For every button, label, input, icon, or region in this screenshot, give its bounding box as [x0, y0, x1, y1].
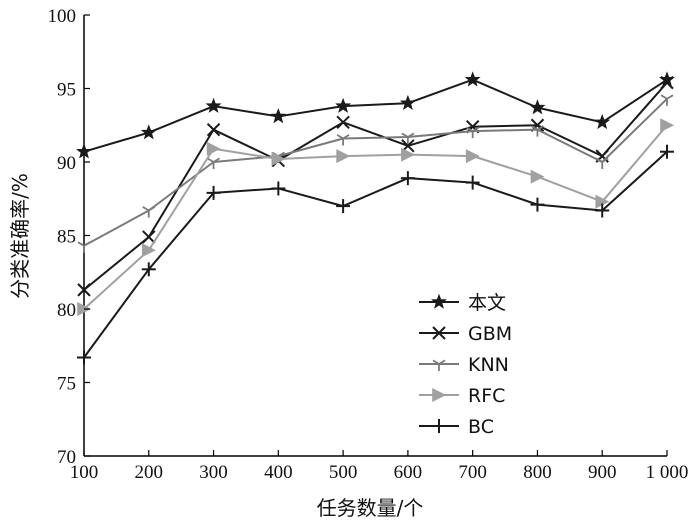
x-tick-label: 1 000	[646, 462, 689, 483]
data-point	[271, 181, 286, 196]
data-point	[142, 206, 156, 218]
data-point	[466, 126, 480, 139]
legend-marker	[432, 419, 446, 433]
data-point	[464, 71, 481, 87]
x-tick-label: 300	[199, 462, 228, 483]
data-point	[660, 75, 674, 90]
data-point	[529, 99, 546, 115]
data-point	[271, 152, 286, 167]
series-layer	[76, 71, 675, 365]
data-point	[530, 169, 545, 184]
data-point	[207, 157, 221, 169]
x-tick-label: 700	[458, 462, 487, 483]
data-point	[595, 203, 610, 218]
data-point	[205, 97, 222, 113]
data-point	[142, 230, 156, 244]
data-point	[206, 122, 221, 137]
data-point	[595, 157, 609, 169]
y-tick-label: 100	[48, 6, 77, 27]
y-tick-label: 90	[57, 153, 76, 174]
legend-marker	[431, 293, 447, 309]
data-point	[336, 149, 351, 164]
x-tick-label: 500	[329, 462, 358, 483]
data-point	[465, 149, 480, 164]
series-line	[83, 81, 668, 291]
series-BC	[77, 144, 674, 365]
data-point	[336, 115, 350, 130]
legend-label: GBM	[468, 323, 512, 345]
data-point	[530, 197, 545, 212]
y-tick-label: 80	[57, 300, 76, 321]
data-point	[401, 147, 416, 162]
data-point	[141, 262, 156, 277]
data-point	[336, 199, 351, 214]
x-tick-label: 100	[70, 462, 99, 483]
y-tick-label: 75	[57, 374, 76, 395]
series-line	[83, 98, 668, 247]
data-point	[594, 113, 611, 130]
data-point	[660, 118, 675, 133]
legend-marker	[432, 388, 447, 402]
data-point	[77, 283, 91, 297]
data-point	[76, 143, 92, 159]
data-point	[465, 175, 480, 190]
y-axis-title: 分类准确率/%	[8, 173, 32, 299]
legend-label: BC	[468, 416, 494, 438]
legend-item: GBM	[419, 323, 512, 345]
x-tick-label: 800	[523, 462, 552, 483]
x-axis-ticks: 100 200 300 400 500 600 700 800 900 1 000	[70, 450, 689, 483]
data-point	[660, 144, 674, 159]
y-axis-ticks: 70 75 80 85 90 95 100	[48, 6, 90, 468]
x-tick-label: 200	[135, 462, 164, 483]
legend-item: 本文	[419, 292, 506, 314]
legend-label: RFC	[468, 385, 505, 407]
data-point	[336, 134, 350, 146]
data-point	[206, 185, 221, 200]
plot-frame	[83, 15, 667, 457]
x-tick-label: 400	[264, 462, 293, 483]
series-line	[83, 150, 668, 359]
series-RFC	[77, 118, 675, 316]
data-point	[530, 125, 544, 137]
data-point	[77, 241, 91, 253]
legend-item: BC	[419, 416, 494, 438]
data-point	[140, 124, 157, 140]
series-本文	[76, 71, 675, 159]
data-point	[141, 243, 156, 258]
y-tick-label: 95	[57, 80, 76, 101]
legend-marker	[432, 326, 446, 340]
data-point	[77, 350, 91, 365]
legend-item: KNN	[419, 354, 509, 376]
data-point	[206, 141, 221, 156]
legend-item: RFC	[419, 385, 505, 407]
x-tick-label: 600	[394, 462, 423, 483]
legend-marker	[432, 359, 446, 371]
data-point	[270, 108, 287, 124]
legend-label: 本文	[468, 292, 506, 314]
data-point	[335, 97, 352, 113]
data-point	[660, 94, 674, 106]
y-tick-label: 85	[57, 227, 76, 248]
data-point	[400, 171, 415, 186]
series-KNN	[77, 94, 674, 253]
series-GBM	[77, 75, 674, 297]
x-axis-title: 任务数量/个	[317, 496, 424, 520]
data-point	[401, 132, 415, 145]
legend: 本文 GBM KNN RFC BC	[419, 292, 512, 438]
series-line	[83, 78, 668, 153]
legend-label: KNN	[468, 354, 509, 376]
data-point	[399, 94, 416, 110]
y-tick-label: 70	[57, 447, 76, 468]
series-line	[83, 124, 668, 310]
x-tick-label: 900	[588, 462, 617, 483]
